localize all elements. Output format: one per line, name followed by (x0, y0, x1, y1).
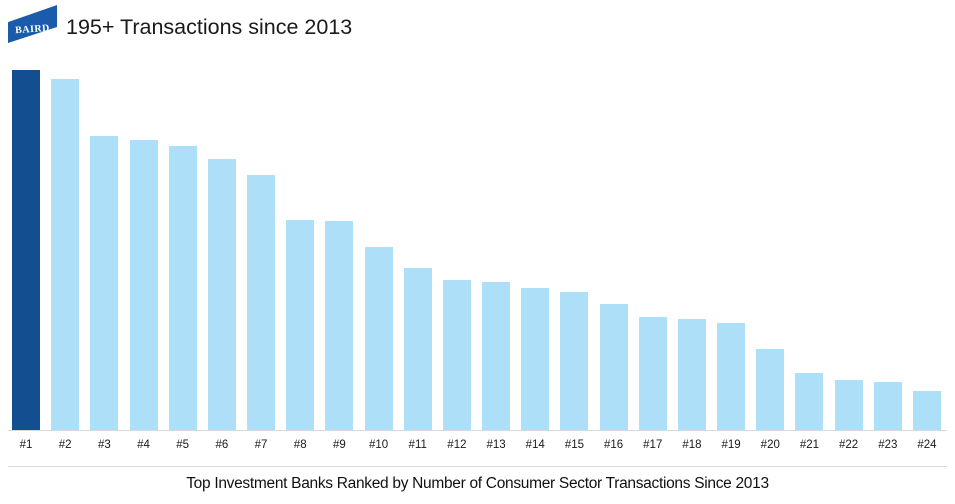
x-axis-label-8: #8 (293, 439, 307, 451)
bar-rank-21 (795, 373, 824, 430)
x-axis-label-17: #17 (643, 439, 663, 451)
x-axis-label-20: #20 (760, 439, 780, 451)
bar-rank-3 (90, 136, 119, 430)
x-axis-label-5: #5 (176, 439, 190, 451)
bar-rank-12 (442, 280, 471, 430)
x-axis-label-1: #1 (19, 439, 33, 451)
bar-rank-24 (912, 391, 941, 430)
baird-logo: BAIRD (8, 5, 57, 43)
bar-rank-5 (168, 146, 197, 430)
x-axis-label-21: #21 (799, 439, 820, 451)
x-axis-label-6: #6 (215, 439, 229, 451)
x-axis-line (8, 430, 947, 431)
bar-rank-15 (560, 292, 589, 430)
bar-rank-22 (834, 380, 863, 430)
x-axis-label-13: #13 (486, 439, 506, 451)
bar-rank-19 (717, 323, 746, 430)
bar-rank-8 (286, 220, 315, 430)
x-axis-label-14: #14 (525, 439, 545, 451)
x-axis-label-2: #2 (58, 439, 72, 451)
x-axis-label-16: #16 (603, 439, 624, 451)
bar-rank-16 (599, 304, 628, 430)
slide-header: BAIRD 195+ Transactions since 2013 (0, 0, 955, 56)
x-axis-label-12: #12 (447, 439, 467, 451)
bar-rank-14 (521, 288, 550, 430)
bar-rank-18 (677, 319, 706, 430)
x-axis-label-19: #19 (721, 439, 741, 451)
x-axis-label-11: #11 (408, 439, 427, 451)
bar-rank-20 (756, 349, 785, 430)
bar-rank-17 (638, 317, 667, 430)
x-axis-label-15: #15 (564, 439, 584, 451)
bar-rank-23 (873, 382, 902, 430)
bar-rank-10 (364, 247, 393, 430)
page-title: 195+ Transactions since 2013 (66, 15, 353, 39)
bar-rank-11 (403, 268, 432, 430)
x-axis-label-4: #4 (137, 439, 150, 451)
bar-rank-13 (482, 282, 511, 430)
x-axis-label-18: #18 (682, 439, 702, 451)
footer-separator-line (8, 466, 947, 467)
x-axis-label-10: #10 (368, 439, 389, 451)
bar-rank-2 (51, 79, 80, 430)
bar-rank-4 (129, 140, 158, 430)
x-axis-label-9: #9 (332, 439, 346, 451)
bar-chart-plot-area (12, 0, 941, 430)
bar-rank-7 (247, 175, 276, 430)
bar-rank-9 (325, 221, 354, 430)
x-axis-label-22: #22 (839, 439, 859, 451)
x-axis-label-23: #23 (878, 439, 898, 451)
chart-caption: Top Investment Banks Ranked by Number of… (186, 475, 769, 492)
x-axis-label-3: #3 (97, 439, 111, 451)
x-axis-label-7: #7 (254, 439, 268, 451)
x-axis-labels: #1 #2 #3 #4 #5 #6 #7 #8 #9 #10 #11 #12 #13 #14 #15 #16 #… (12, 439, 941, 451)
bar-rank-6 (207, 159, 236, 430)
x-axis-label-24: #24 (917, 439, 937, 451)
bar-rank-1 (12, 70, 40, 430)
